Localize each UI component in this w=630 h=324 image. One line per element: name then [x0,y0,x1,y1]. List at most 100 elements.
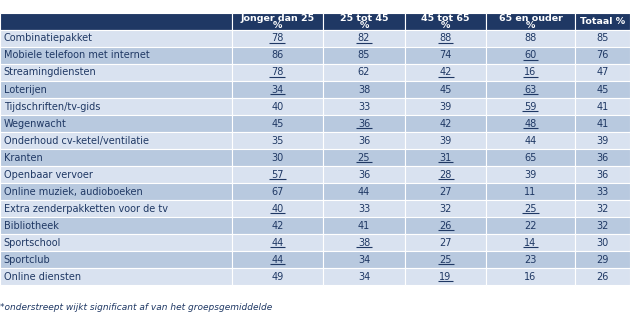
Text: %: % [526,21,535,30]
Text: 39: 39 [524,169,537,179]
Text: Online muziek, audioboeken: Online muziek, audioboeken [4,187,142,197]
Text: Totaal %: Totaal % [580,17,625,26]
Bar [486,115,575,132]
Bar [404,98,486,115]
Bar [323,81,404,98]
Bar [486,200,575,217]
Text: 36: 36 [358,119,370,129]
Bar [323,200,404,217]
Text: %: % [441,21,450,30]
Bar [0,98,232,115]
Bar [575,98,630,115]
Bar [486,98,575,115]
Text: 34: 34 [358,272,370,282]
Text: 27: 27 [439,237,452,248]
Text: 26: 26 [439,221,452,231]
Bar [232,81,323,98]
Bar [0,166,232,183]
Bar [486,64,575,81]
Text: 65: 65 [524,153,537,163]
Text: Combinatiepakket: Combinatiepakket [4,33,93,43]
Text: 44: 44 [272,255,284,265]
Text: 35: 35 [272,135,284,145]
Text: 45: 45 [596,85,609,95]
Text: *onderstreept wijkt significant af van het groepsgemiddelde: *onderstreept wijkt significant af van h… [0,303,272,312]
Bar [0,217,232,234]
Bar [232,98,323,115]
Bar [323,251,404,268]
Text: 40: 40 [272,203,284,214]
Text: %: % [359,21,369,30]
Bar [232,200,323,217]
Text: 57: 57 [271,169,284,179]
Bar [404,251,486,268]
Text: 11: 11 [524,187,537,197]
Text: 16: 16 [524,67,537,77]
Bar [404,81,486,98]
Text: 31: 31 [440,153,452,163]
Text: 23: 23 [524,255,537,265]
Text: 88: 88 [524,33,537,43]
Bar [323,115,404,132]
Bar [323,98,404,115]
Text: 44: 44 [272,237,284,248]
Text: 14: 14 [524,237,537,248]
Text: 33: 33 [358,203,370,214]
Text: Bibliotheek: Bibliotheek [4,221,59,231]
Text: 49: 49 [272,272,284,282]
Text: Sportclub: Sportclub [4,255,50,265]
Text: 82: 82 [358,33,370,43]
Text: 26: 26 [596,272,609,282]
Text: Streamingdiensten: Streamingdiensten [4,67,96,77]
Bar [404,268,486,285]
Text: 38: 38 [358,85,370,95]
Text: 88: 88 [440,33,452,43]
Text: 74: 74 [439,51,452,61]
Text: 45: 45 [272,119,284,129]
Bar [575,200,630,217]
Text: 85: 85 [358,51,370,61]
Bar [323,234,404,251]
Text: Loterijen: Loterijen [4,85,47,95]
Text: 59: 59 [524,101,537,111]
Text: 44: 44 [358,187,370,197]
Bar [0,81,232,98]
Text: 41: 41 [596,119,609,129]
Text: 36: 36 [358,135,370,145]
Bar [404,200,486,217]
Text: 63: 63 [524,85,537,95]
Text: 47: 47 [596,67,609,77]
Text: 85: 85 [596,33,609,43]
Text: 29: 29 [596,255,609,265]
Bar [404,183,486,200]
Bar [232,217,323,234]
Text: 45: 45 [439,85,452,95]
Text: 34: 34 [272,85,284,95]
Text: 44: 44 [524,135,537,145]
Text: 16: 16 [524,272,537,282]
Bar [575,234,630,251]
Bar [575,149,630,166]
Bar [232,132,323,149]
Bar [575,64,630,81]
Text: 60: 60 [524,51,537,61]
Text: Tijdschriften/tv-gids: Tijdschriften/tv-gids [4,101,100,111]
Text: 19: 19 [440,272,452,282]
Bar [323,132,404,149]
Bar [0,268,232,285]
Bar [0,30,232,47]
Text: 42: 42 [439,119,452,129]
Bar [575,115,630,132]
Bar [323,149,404,166]
Text: 38: 38 [358,237,370,248]
Bar [0,115,232,132]
Text: 22: 22 [524,221,537,231]
Bar [404,132,486,149]
Text: 86: 86 [272,51,284,61]
Text: 45 tot 65: 45 tot 65 [421,14,470,23]
Bar [404,166,486,183]
Bar [323,183,404,200]
Text: 41: 41 [358,221,370,231]
Text: 39: 39 [596,135,609,145]
Text: 41: 41 [596,101,609,111]
